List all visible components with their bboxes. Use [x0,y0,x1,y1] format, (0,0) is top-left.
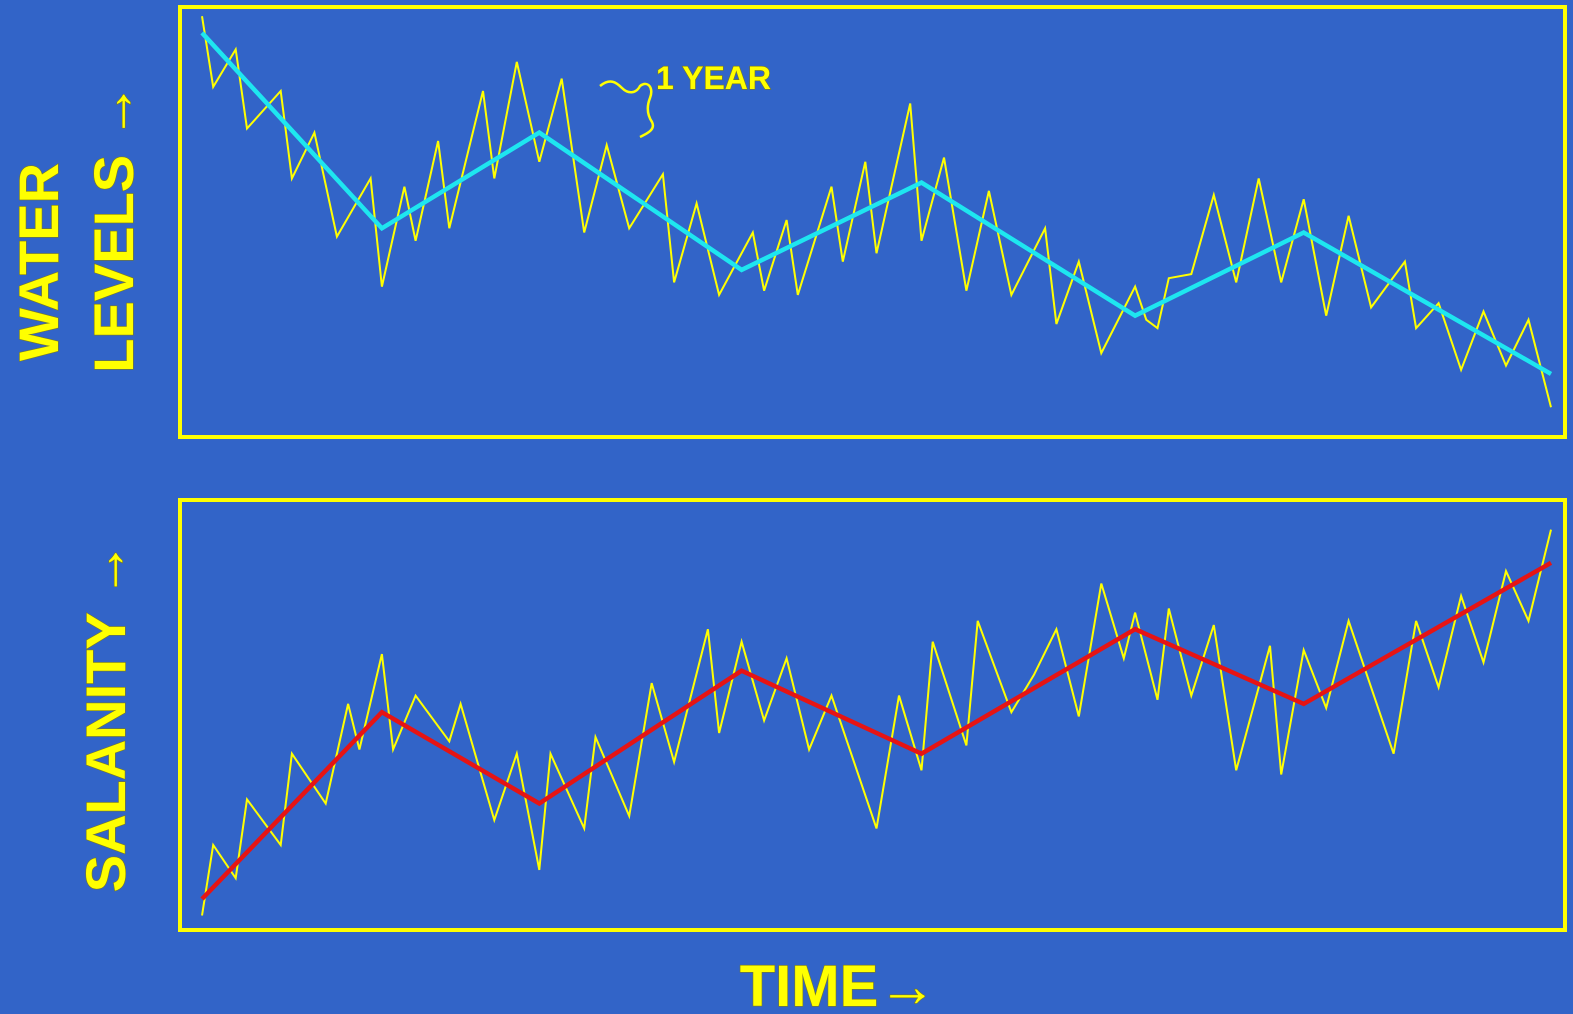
water-levels-ylabel-line2: LEVELS → [82,83,145,372]
one-year-annotation: 1 YEAR [656,60,771,96]
water-levels-panel-frame [178,5,1567,439]
salinity-panel-frame [178,498,1567,932]
water-levels-trend-line [200,31,1553,376]
water-levels-plot [200,16,1553,408]
time-xlabel: TIME→ [740,954,937,1014]
salinity-ylabel: SALANITY → [74,542,137,893]
salinity-plot [200,529,1553,916]
one-year-brace-mark [599,80,655,139]
water-levels-yearly-line [201,16,1552,408]
salinity-yearly-line [201,529,1552,916]
water-levels-ylabel-line1: WATER [7,163,70,361]
salinity-trend-line [200,560,1553,901]
